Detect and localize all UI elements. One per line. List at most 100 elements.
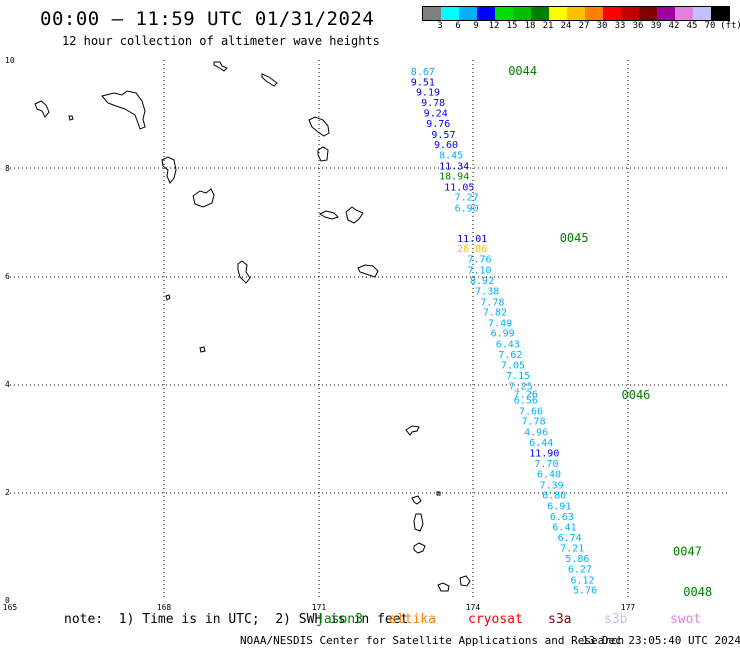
island-outlines	[34, 61, 471, 592]
island-outline	[261, 73, 278, 87]
longitude-label: 177	[621, 603, 636, 612]
island-outline	[68, 115, 74, 121]
swh-value: 7.26	[514, 390, 538, 401]
swh-value: 6.43	[496, 340, 520, 351]
island-outline	[308, 116, 330, 137]
colorbar-labels: 3 6 9 12 15 18 21 24 27 30 33 36 39 42 45 70 (ft)	[422, 21, 740, 33]
swh-value: 9.78	[421, 98, 445, 109]
colorbar-swatch	[621, 7, 639, 20]
mission-altika: altika	[389, 612, 436, 627]
swh-value: 5.76	[573, 586, 597, 597]
colorbar-swatch	[657, 7, 675, 20]
colorbar-swatch	[495, 7, 513, 20]
swh-value: 11.05	[444, 182, 474, 193]
colorbar-label: 24	[560, 21, 572, 31]
colorbar-label: (ft)	[720, 21, 740, 31]
island-outline	[459, 575, 471, 587]
footer-note: note: 1) Time is in UTC; 2) SWH is in fe…	[64, 612, 409, 627]
swh-value: 26.86	[457, 244, 487, 255]
swh-value: 8.92	[470, 276, 494, 287]
mission-s3b: s3b	[604, 612, 628, 627]
swh-value: 9.51	[411, 78, 435, 89]
map-title: 00:00 – 11:59 UTC 01/31/2024	[40, 8, 375, 30]
colorbar-swatch	[549, 7, 567, 20]
swh-value: 6.44	[529, 438, 553, 449]
island-outline	[411, 495, 422, 505]
island-outline	[317, 146, 329, 162]
swh-value: 9.57	[431, 130, 455, 141]
credit-line: NOAA/NESDIS Center for Satellite Applica…	[240, 634, 625, 647]
colorbar-swatch	[585, 7, 603, 20]
swh-value: 7.49	[488, 318, 512, 329]
swh-value: 5.86	[565, 554, 589, 565]
colorbar-label: 3	[437, 21, 443, 31]
swh-value: 6.99	[491, 329, 515, 340]
time-label: 0045	[560, 231, 589, 245]
colorbar-label: 15	[506, 21, 518, 31]
island-outline	[34, 100, 50, 118]
swh-value: 6.63	[550, 512, 574, 523]
time-labels: 0044 0045 0046 0047 0048	[508, 64, 712, 599]
swh-value: 7.05	[501, 361, 525, 372]
island-outline	[165, 294, 171, 301]
colorbar-label: 45	[686, 21, 698, 31]
island-outline	[192, 188, 215, 208]
swh-value: 8.67	[411, 67, 435, 78]
island-outline	[405, 425, 420, 436]
mission-cryosat: cryosat	[468, 612, 523, 627]
mission-jason3: jason3	[316, 612, 363, 627]
colorbar-swatch	[531, 7, 549, 20]
swh-value: 7.10	[467, 266, 491, 277]
island-outline	[161, 156, 177, 184]
island-outline	[436, 491, 441, 496]
colorbar-swatch	[441, 7, 459, 20]
swh-value: 7.38	[475, 287, 499, 298]
swh-value: 6.74	[558, 533, 582, 544]
latitude-label: 8	[5, 164, 10, 173]
swh-value: 18.94	[439, 172, 469, 183]
mission-s3a: s3a	[548, 612, 572, 627]
time-label: 0044	[508, 64, 537, 78]
swh-value: 7.39	[540, 480, 564, 491]
colorbar-swatch	[603, 7, 621, 20]
colorbar-swatch	[675, 7, 693, 20]
island-outline	[357, 264, 379, 278]
time-label: 0048	[683, 585, 712, 599]
island-outline	[199, 346, 206, 353]
longitude-label: 165	[3, 603, 18, 612]
swh-value: 6.12	[570, 575, 594, 586]
swh-value: 7.27	[455, 193, 479, 204]
time-label: 0047	[673, 544, 702, 558]
swh-value: 7.82	[483, 308, 507, 319]
island-outline	[413, 513, 424, 532]
swh-value: 7.25	[509, 382, 533, 393]
colorbar-swatch	[513, 7, 531, 20]
colorbar-label: 70	[704, 21, 716, 31]
latitude-label: 6	[5, 272, 10, 281]
colorbar-label: 39	[650, 21, 662, 31]
swh-value: 11.34	[439, 161, 469, 172]
longitude-label: 171	[312, 603, 327, 612]
swh-value: 7.78	[480, 297, 504, 308]
colorbar-label: 27	[578, 21, 590, 31]
longitude-label: 168	[157, 603, 172, 612]
swh-value: 8.45	[439, 151, 463, 162]
colorbar-label: 30	[596, 21, 608, 31]
island-outline	[101, 90, 146, 130]
swh-value: 9.24	[424, 108, 448, 119]
colorbar-label: 21	[542, 21, 554, 31]
colorbar-label: 36	[632, 21, 644, 31]
swh-value: 6.40	[537, 470, 561, 481]
swh-value: 7.62	[498, 350, 522, 361]
colorbar-label: 9	[473, 21, 479, 31]
island-outline	[437, 582, 450, 592]
colorbar-swatch	[693, 7, 711, 20]
colorbar-swatch	[423, 7, 441, 20]
colorbar-label: 18	[524, 21, 536, 31]
swh-value: 7.76	[467, 255, 491, 266]
colorbar-swatch	[477, 7, 495, 20]
swh-value: 6.27	[568, 565, 592, 576]
latitude-label: 10	[5, 56, 15, 65]
